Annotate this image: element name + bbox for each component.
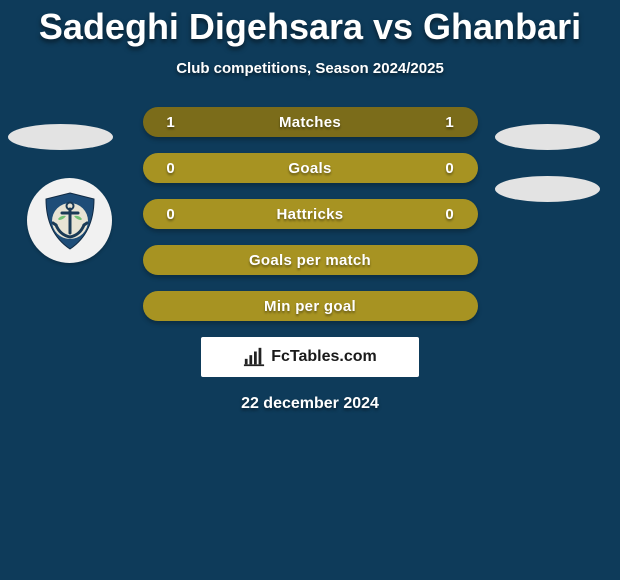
club-logo xyxy=(27,178,112,263)
stat-right: 1 xyxy=(440,114,460,131)
brand-box[interactable]: FcTables.com xyxy=(201,337,419,377)
page-title: Sadeghi Digehsara vs Ghanbari xyxy=(0,0,620,48)
stat-pill-hattricks: 0 Hattricks 0 xyxy=(143,199,478,229)
stat-label: Hattricks xyxy=(181,206,440,223)
stat-label: Min per goal xyxy=(161,298,460,315)
stat-right: 0 xyxy=(440,206,460,223)
stat-label: Matches xyxy=(181,114,440,131)
player-right-badge-ellipse-1 xyxy=(495,124,600,150)
stat-pill-goals: 0 Goals 0 xyxy=(143,153,478,183)
brand-label: FcTables.com xyxy=(271,348,377,366)
stat-label: Goals per match xyxy=(161,252,460,269)
update-date: 22 december 2024 xyxy=(0,395,620,413)
player-right-badge-ellipse-2 xyxy=(495,176,600,202)
stat-pill-matches: 1 Matches 1 xyxy=(143,107,478,137)
player-left-badge-ellipse xyxy=(8,124,113,150)
stat-left: 1 xyxy=(161,114,181,131)
stat-pill-mpg: Min per goal xyxy=(143,291,478,321)
stat-right: 0 xyxy=(440,160,460,177)
stat-row: Min per goal xyxy=(0,291,620,321)
stat-left: 0 xyxy=(161,160,181,177)
stat-pill-gpm: Goals per match xyxy=(143,245,478,275)
stat-left: 0 xyxy=(161,206,181,223)
bar-chart-icon xyxy=(243,346,265,368)
stat-label: Goals xyxy=(181,160,440,177)
page-subtitle: Club competitions, Season 2024/2025 xyxy=(0,60,620,77)
anchor-shield-icon xyxy=(38,189,102,253)
